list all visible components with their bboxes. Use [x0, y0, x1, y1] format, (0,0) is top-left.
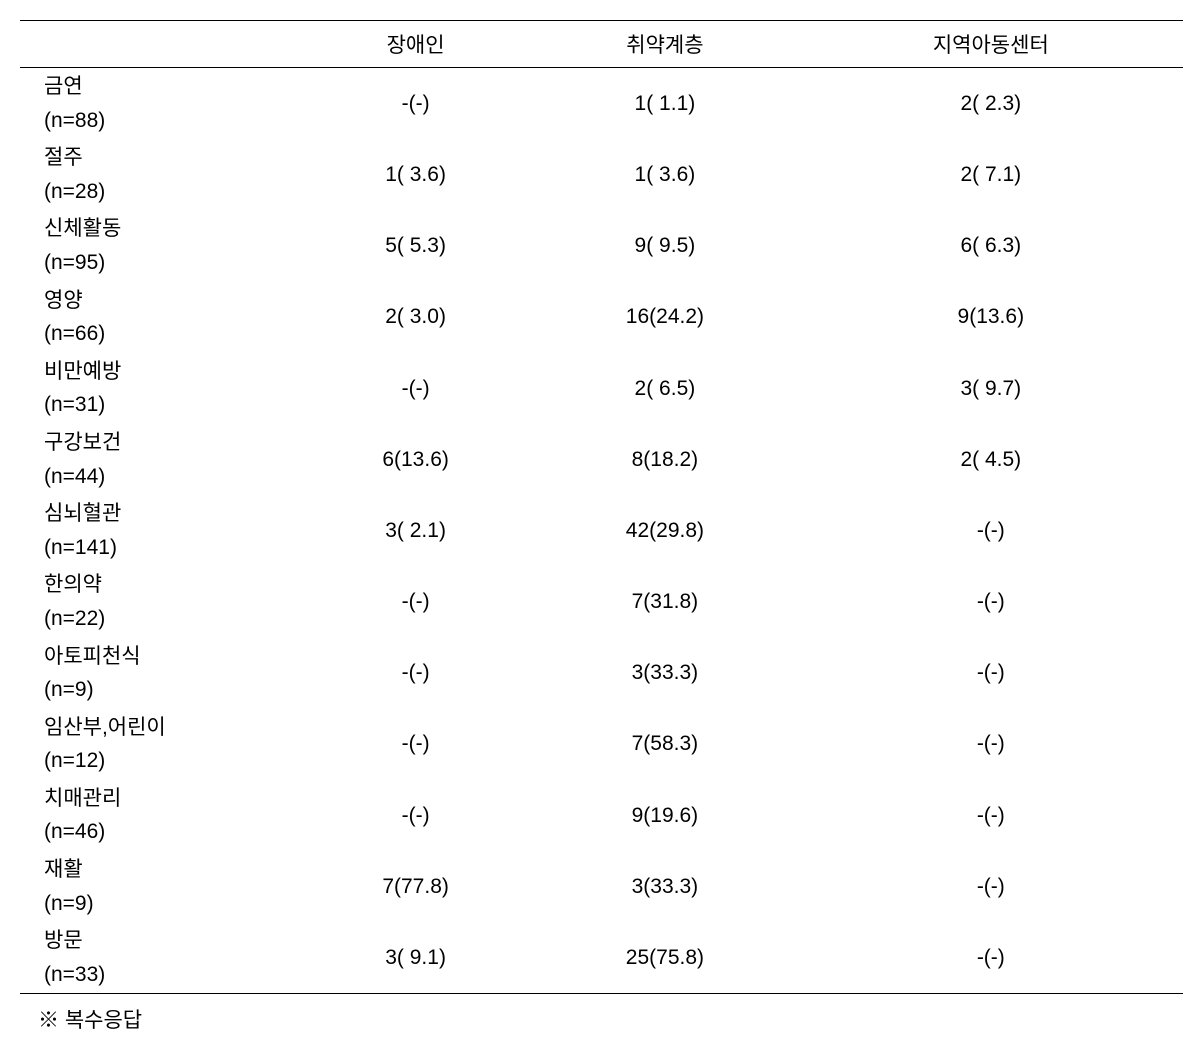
- row-label-name: 영양: [44, 284, 296, 318]
- row-label: 임산부,어린이(n=12): [20, 709, 300, 780]
- table-row: 임산부,어린이(n=12)-(-)7(58.3)-(-): [20, 709, 1183, 780]
- data-cell: 7(58.3): [531, 709, 798, 780]
- row-label-n: (n=12): [44, 744, 296, 778]
- data-cell: 1( 3.6): [300, 139, 531, 210]
- table-footnote: ※ 복수응답: [20, 994, 1183, 1034]
- data-cell: 3( 9.7): [799, 353, 1183, 424]
- row-label-name: 방문: [44, 924, 296, 958]
- row-label-n: (n=95): [44, 246, 296, 280]
- data-cell: 3(33.3): [531, 851, 798, 922]
- row-label-name: 치매관리: [44, 782, 296, 816]
- data-cell: 2( 6.5): [531, 353, 798, 424]
- row-label-n: (n=33): [44, 958, 296, 992]
- row-label-name: 임산부,어린이: [44, 711, 296, 745]
- row-label-n: (n=9): [44, 887, 296, 921]
- data-cell: 2( 7.1): [799, 139, 1183, 210]
- table-row: 금연(n=88)-(-)1( 1.1)2( 2.3): [20, 68, 1183, 140]
- data-cell: -(-): [300, 353, 531, 424]
- data-cell: -(-): [300, 709, 531, 780]
- table-row: 영양(n=66)2( 3.0)16(24.2)9(13.6): [20, 282, 1183, 353]
- row-label-name: 신체활동: [44, 212, 296, 246]
- row-label-name: 재활: [44, 853, 296, 887]
- data-cell: 3(33.3): [531, 638, 798, 709]
- row-label-name: 비만예방: [44, 355, 296, 389]
- row-label-n: (n=46): [44, 815, 296, 849]
- data-cell: -(-): [300, 566, 531, 637]
- row-label-n: (n=141): [44, 531, 296, 565]
- data-cell: -(-): [300, 638, 531, 709]
- data-cell: 2( 3.0): [300, 282, 531, 353]
- data-cell: 9( 9.5): [531, 210, 798, 281]
- data-cell: 3( 2.1): [300, 495, 531, 566]
- row-label: 심뇌혈관(n=141): [20, 495, 300, 566]
- data-cell: -(-): [799, 709, 1183, 780]
- row-label: 구강보건(n=44): [20, 424, 300, 495]
- data-cell: -(-): [799, 566, 1183, 637]
- table-row: 한의약(n=22)-(-)7(31.8)-(-): [20, 566, 1183, 637]
- row-label: 방문(n=33): [20, 922, 300, 994]
- data-cell: 9(13.6): [799, 282, 1183, 353]
- table-row: 방문(n=33)3( 9.1)25(75.8)-(-): [20, 922, 1183, 994]
- row-label: 치매관리(n=46): [20, 780, 300, 851]
- table-row: 아토피천식(n=9)-(-)3(33.3)-(-): [20, 638, 1183, 709]
- data-cell: -(-): [799, 638, 1183, 709]
- data-cell: -(-): [799, 851, 1183, 922]
- data-cell: -(-): [799, 495, 1183, 566]
- data-cell: 7(31.8): [531, 566, 798, 637]
- row-label: 신체활동(n=95): [20, 210, 300, 281]
- row-label-n: (n=44): [44, 460, 296, 494]
- data-cell: -(-): [799, 922, 1183, 994]
- row-label-name: 절주: [44, 141, 296, 175]
- table-row: 심뇌혈관(n=141)3( 2.1)42(29.8)-(-): [20, 495, 1183, 566]
- column-header-col3: 지역아동센터: [799, 21, 1183, 68]
- data-cell: 7(77.8): [300, 851, 531, 922]
- row-label-n: (n=28): [44, 175, 296, 209]
- row-label-name: 한의약: [44, 568, 296, 602]
- table-row: 치매관리(n=46)-(-)9(19.6)-(-): [20, 780, 1183, 851]
- row-label: 아토피천식(n=9): [20, 638, 300, 709]
- row-label-name: 아토피천식: [44, 640, 296, 674]
- data-cell: 1( 3.6): [531, 139, 798, 210]
- data-cell: -(-): [300, 780, 531, 851]
- data-cell: 3( 9.1): [300, 922, 531, 994]
- data-cell: 6( 6.3): [799, 210, 1183, 281]
- row-label-name: 금연: [44, 70, 296, 104]
- column-header-label: [20, 21, 300, 68]
- column-header-col2: 취약계층: [531, 21, 798, 68]
- data-cell: -(-): [300, 68, 531, 140]
- row-label-n: (n=22): [44, 602, 296, 636]
- table-row: 구강보건(n=44)6(13.6)8(18.2)2( 4.5): [20, 424, 1183, 495]
- table-row: 재활(n=9)7(77.8)3(33.3)-(-): [20, 851, 1183, 922]
- table-header-row: 장애인 취약계층 지역아동센터: [20, 21, 1183, 68]
- row-label: 재활(n=9): [20, 851, 300, 922]
- data-cell: 5( 5.3): [300, 210, 531, 281]
- data-cell: 1( 1.1): [531, 68, 798, 140]
- row-label: 비만예방(n=31): [20, 353, 300, 424]
- row-label-n: (n=31): [44, 388, 296, 422]
- table-row: 절주(n=28)1( 3.6)1( 3.6)2( 7.1): [20, 139, 1183, 210]
- data-table: 장애인 취약계층 지역아동센터 금연(n=88)-(-)1( 1.1)2( 2.…: [20, 20, 1183, 994]
- row-label-n: (n=9): [44, 673, 296, 707]
- data-cell: 9(19.6): [531, 780, 798, 851]
- row-label-name: 구강보건: [44, 426, 296, 460]
- row-label-n: (n=88): [44, 104, 296, 138]
- row-label: 금연(n=88): [20, 68, 300, 140]
- table-row: 비만예방(n=31)-(-)2( 6.5)3( 9.7): [20, 353, 1183, 424]
- table-body: 금연(n=88)-(-)1( 1.1)2( 2.3)절주(n=28)1( 3.6…: [20, 68, 1183, 994]
- data-cell: 6(13.6): [300, 424, 531, 495]
- row-label-name: 심뇌혈관: [44, 497, 296, 531]
- row-label: 한의약(n=22): [20, 566, 300, 637]
- data-cell: 25(75.8): [531, 922, 798, 994]
- data-cell: 2( 4.5): [799, 424, 1183, 495]
- data-cell: 16(24.2): [531, 282, 798, 353]
- data-cell: 42(29.8): [531, 495, 798, 566]
- table-row: 신체활동(n=95)5( 5.3)9( 9.5)6( 6.3): [20, 210, 1183, 281]
- column-header-col1: 장애인: [300, 21, 531, 68]
- data-cell: -(-): [799, 780, 1183, 851]
- row-label-n: (n=66): [44, 317, 296, 351]
- data-cell: 2( 2.3): [799, 68, 1183, 140]
- row-label: 절주(n=28): [20, 139, 300, 210]
- data-cell: 8(18.2): [531, 424, 798, 495]
- row-label: 영양(n=66): [20, 282, 300, 353]
